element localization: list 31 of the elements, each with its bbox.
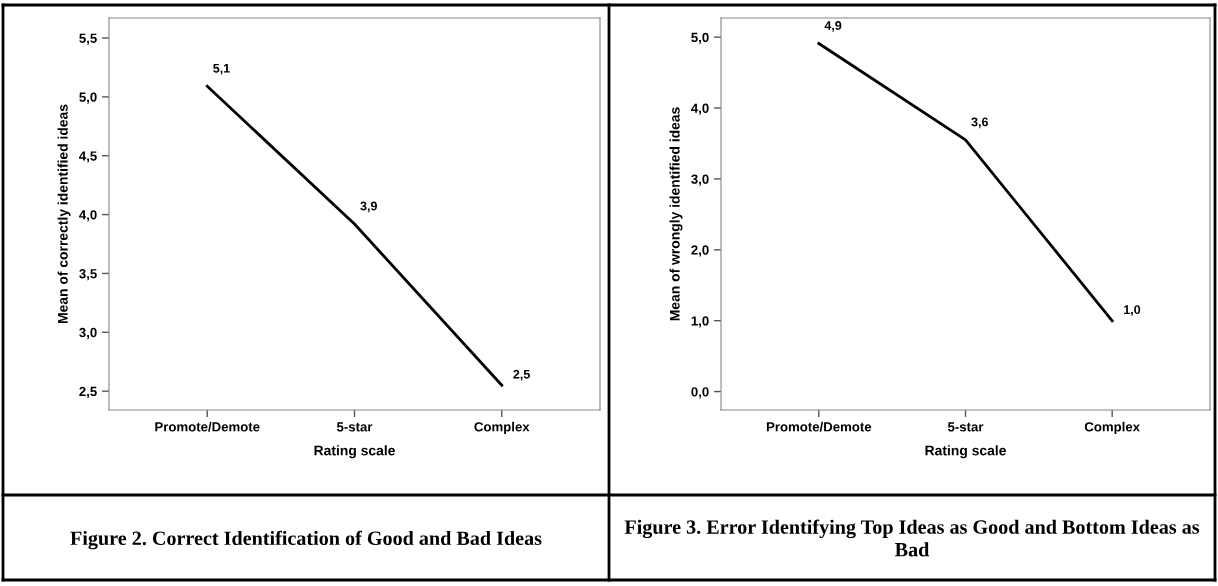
y-tick-label: 3,0 [79,327,97,340]
data-label: 3,6 [971,117,988,129]
x-tick-label: Complex [474,421,530,435]
y-tick-label: 2,0 [691,245,709,257]
y-tick-label: 5,5 [79,33,97,45]
x-tick-label: Promote/Demote [766,421,872,432]
x-tick-label: Complex [1084,421,1140,435]
x-tick-label: Promote/Demote [155,421,260,432]
y-tick-label: 0,0 [691,387,709,399]
data-label: 5,1 [213,63,230,75]
y-tick-label: 4,0 [691,103,709,115]
data-label: 2,5 [513,369,530,381]
data-label: 1,0 [1124,305,1141,316]
x-tick-label: 5-star [947,422,984,432]
y-tick-label: 3,5 [79,269,97,281]
y-axis-title: Mean of wrongly identified ideas [669,107,683,321]
x-axis-title: Rating scale [314,445,395,459]
y-axis-title: Mean of correctly identified ideas [57,104,71,324]
y-tick-label: 3,0 [691,174,709,186]
y-tick-label: 2,5 [79,386,97,398]
data-label: 4,9 [824,21,842,32]
y-tick-label: 4,0 [79,210,97,222]
text: Figure 2. Correct Identification of Good and Bad Ideas [70,530,542,550]
y-tick-label: 5,0 [79,92,97,104]
x-tick-label: 5-star [336,422,373,432]
y-tick-label: 5,0 [691,32,709,44]
y-tick-label: 4,5 [79,151,97,163]
data-label: 3,9 [360,201,377,213]
x-axis-title: Rating scale [925,445,1006,459]
y-tick-label: 1,0 [691,316,709,328]
text: Figure 3. Error Identifying Top Ideas as Good and Bottom Ideas as Bad [624,519,1200,557]
